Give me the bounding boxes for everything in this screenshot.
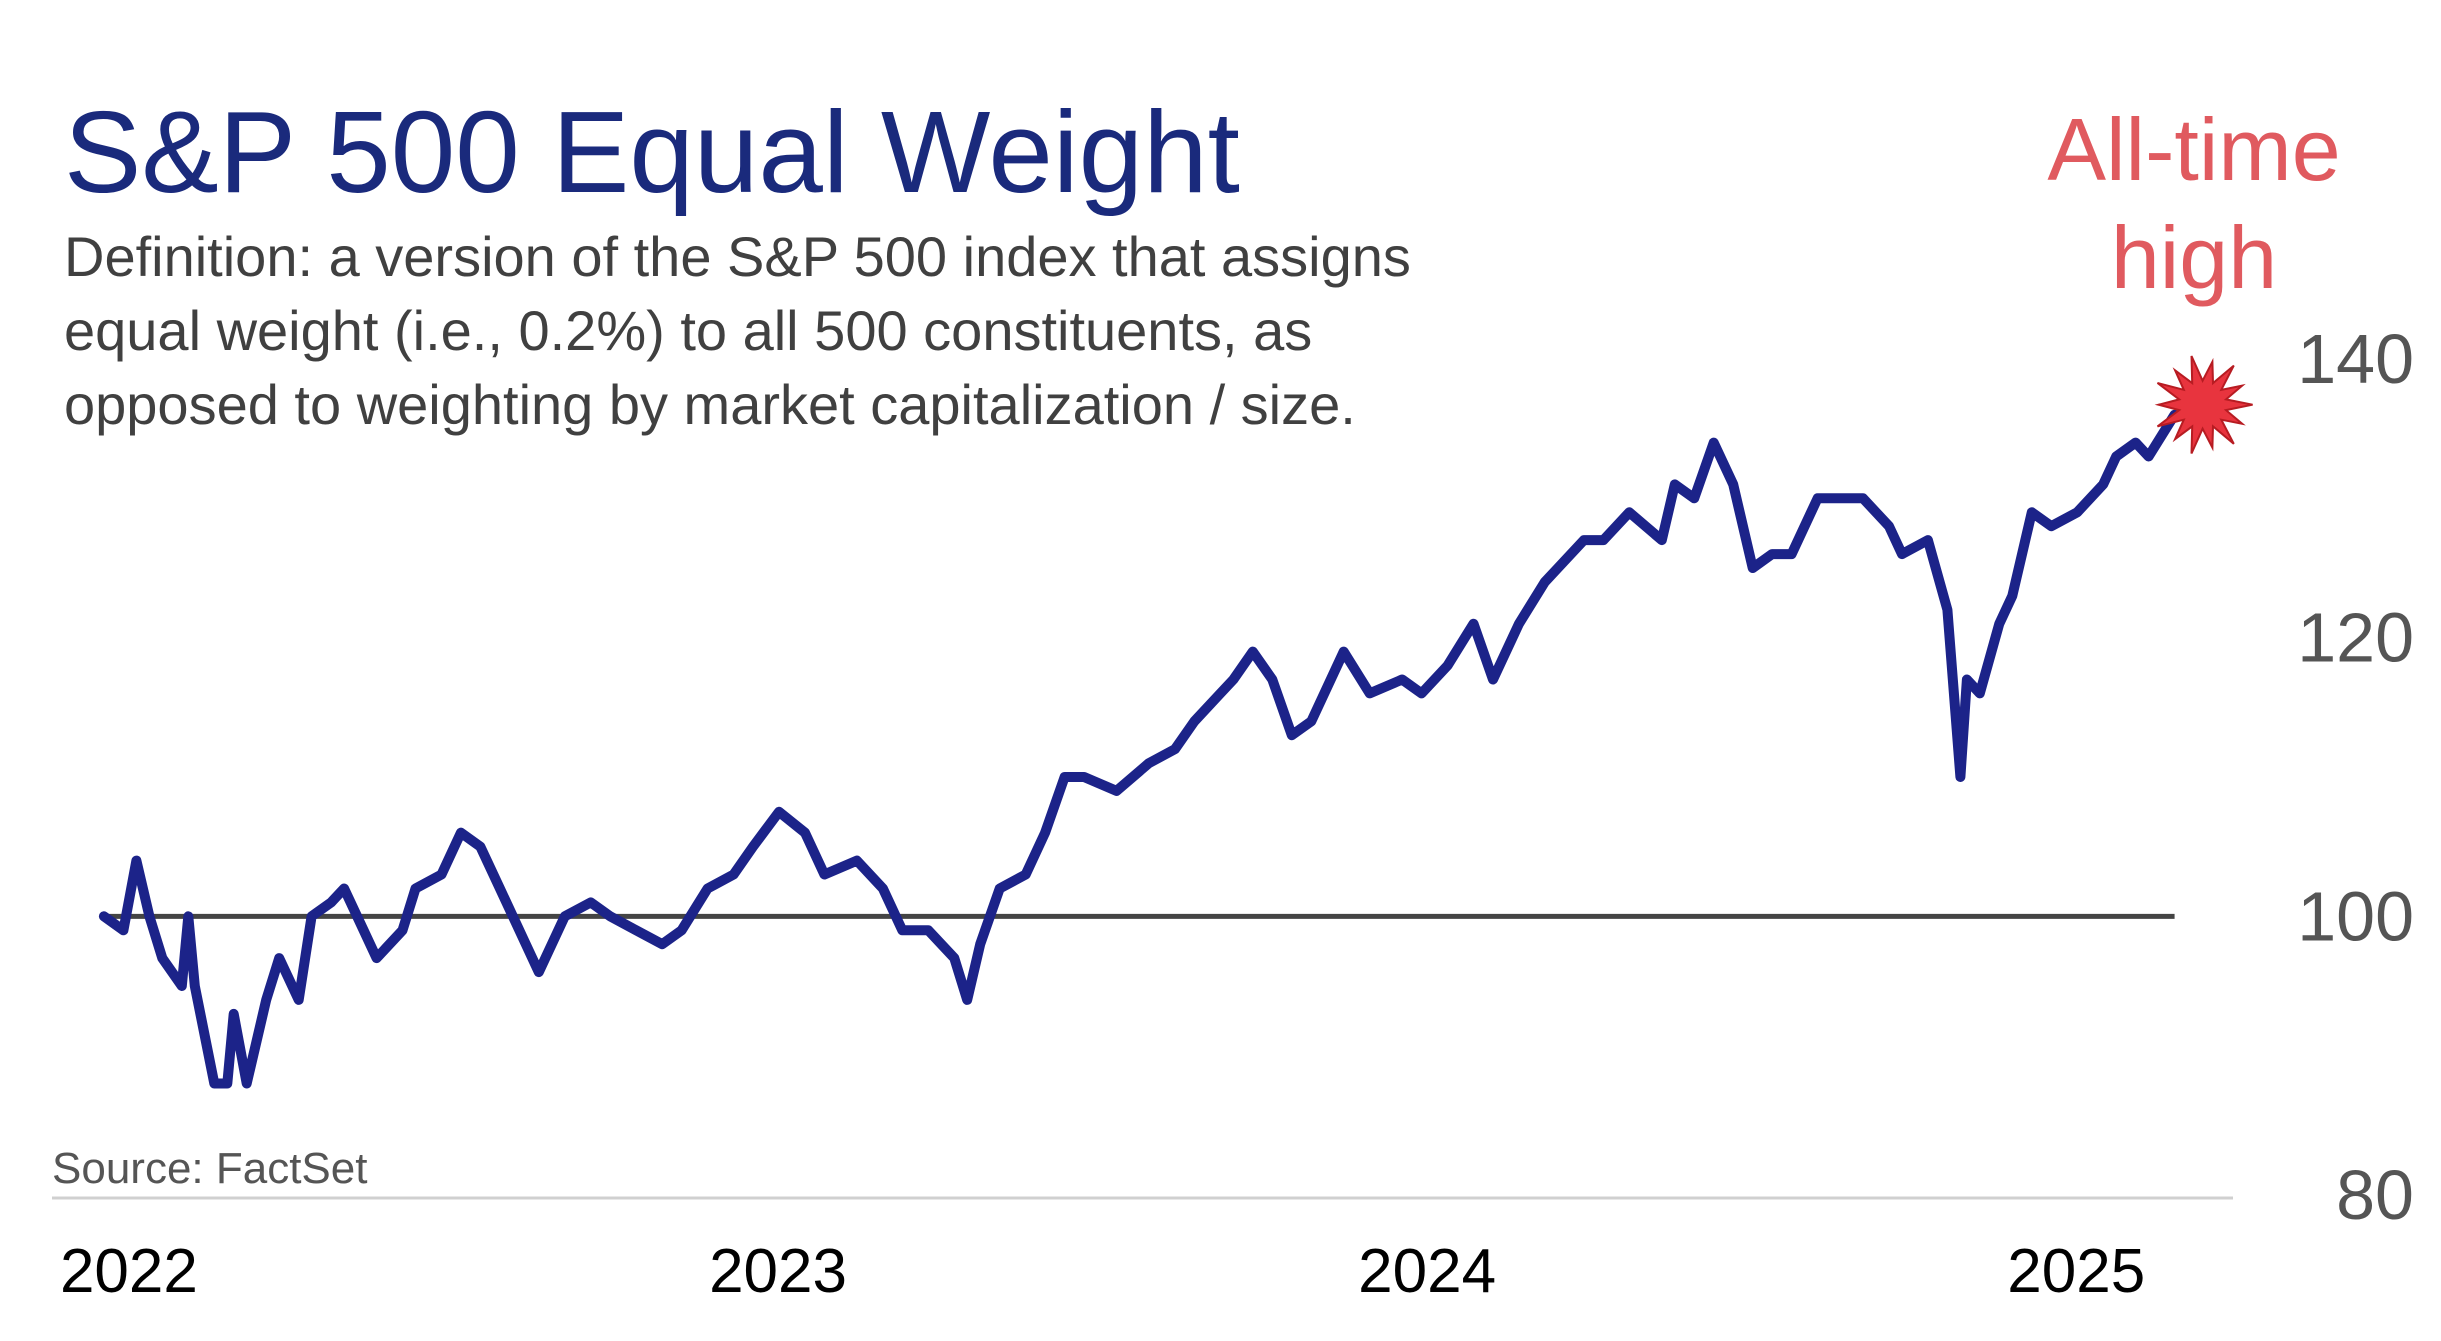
starburst	[2154, 355, 2253, 454]
y-tick-label: 140	[2297, 320, 2414, 398]
x-tick-label: 2024	[1358, 1237, 1496, 1306]
series-line	[98, 409, 2180, 1089]
x-tick-label: 2025	[2007, 1237, 2145, 1306]
annotation: high	[2111, 208, 2277, 307]
source: Source: FactSet	[52, 1144, 367, 1193]
subtitle-line: equal weight (i.e., 0.2%) to all 500 con…	[64, 299, 1312, 362]
y-tick-label: 100	[2297, 877, 2414, 955]
annotation: All-time	[2047, 100, 2340, 199]
subtitle-line: opposed to weighting by market capitaliz…	[64, 373, 1356, 436]
y-tick-label: 80	[2336, 1156, 2414, 1234]
chart-title: S&P 500 Equal Weight	[64, 87, 1240, 217]
subtitle-line: Definition: a version of the S&P 500 ind…	[64, 225, 1411, 288]
y-tick-label: 120	[2297, 599, 2414, 677]
x-tick-label: 2022	[60, 1237, 198, 1306]
x-tick-label: 2023	[709, 1237, 847, 1306]
